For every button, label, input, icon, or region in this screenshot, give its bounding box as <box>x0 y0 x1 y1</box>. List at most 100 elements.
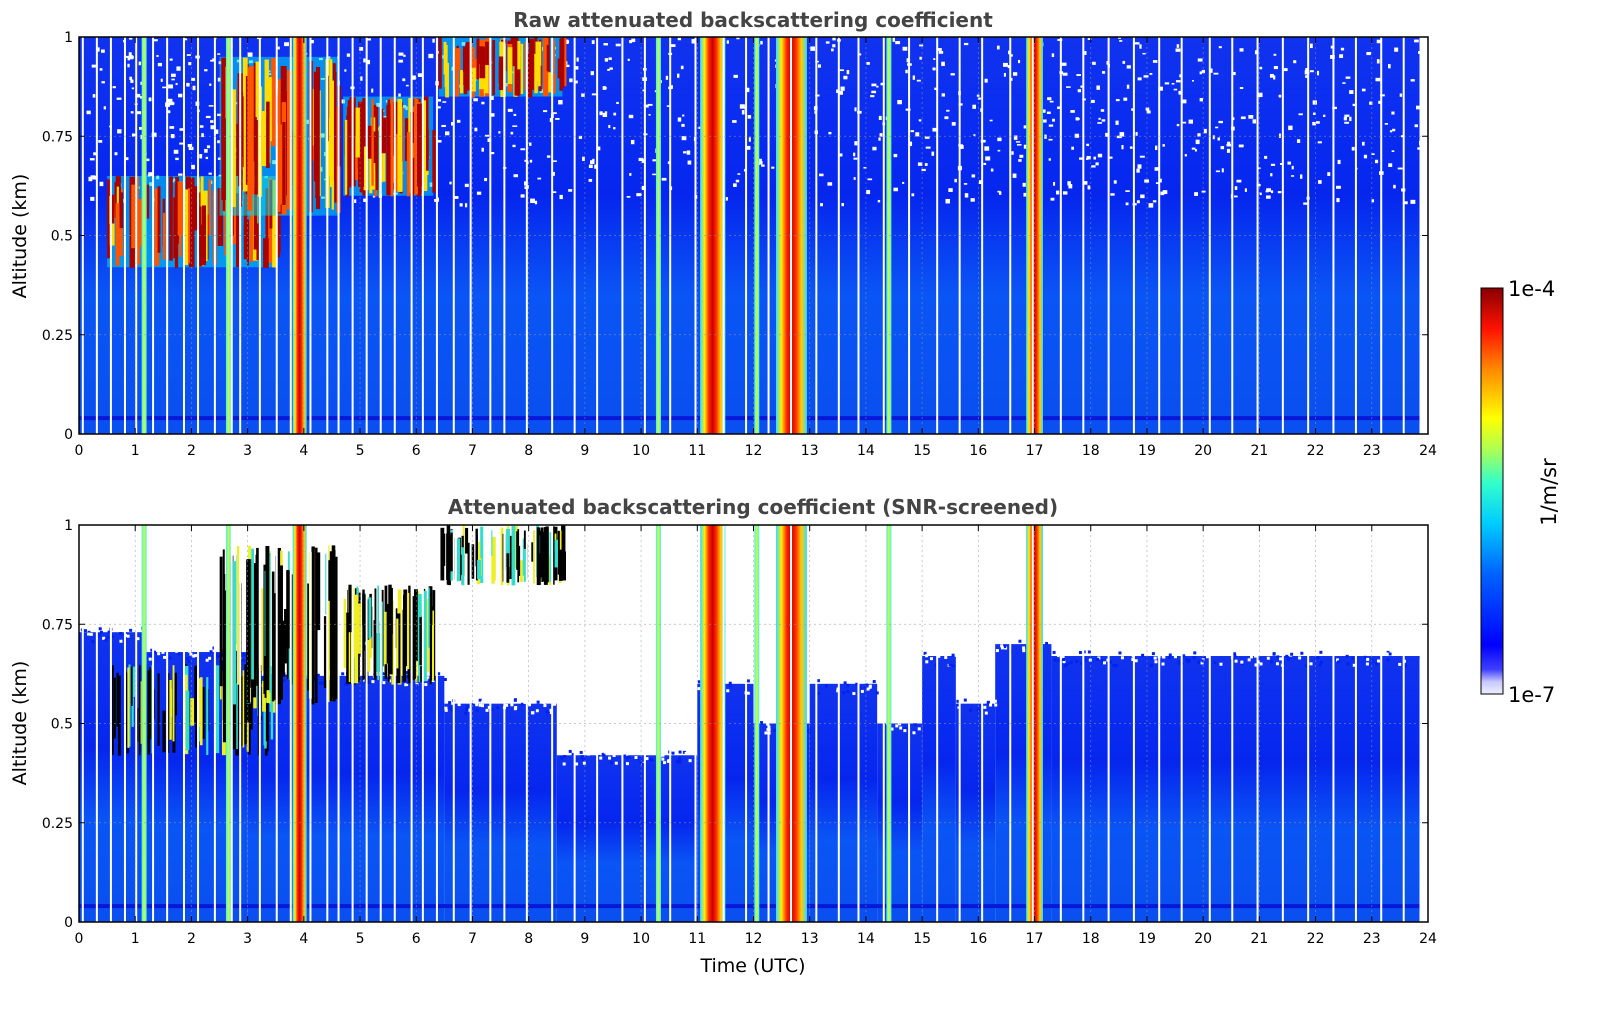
edge-pixel <box>1385 652 1389 656</box>
noise-gap <box>175 157 179 161</box>
noise-gap <box>924 163 928 166</box>
noise-gap <box>998 191 1002 195</box>
noise-gap <box>760 40 763 45</box>
noise-gap <box>1259 192 1262 196</box>
noise-gap <box>1042 109 1046 113</box>
data-gap <box>1082 37 1085 434</box>
data-gap <box>365 525 368 922</box>
data-gap <box>936 37 939 434</box>
edge-pixel <box>284 674 288 678</box>
noise-gap <box>1327 172 1331 176</box>
noise-gap <box>112 86 116 89</box>
noise-gap <box>677 37 682 41</box>
noise-gap <box>1101 119 1106 122</box>
noise-gap <box>363 198 368 202</box>
noise-gap <box>944 116 949 120</box>
noise-gap <box>761 164 765 167</box>
edge-pixel <box>83 629 87 633</box>
noise-gap <box>507 108 513 112</box>
edge-pixel <box>1161 654 1165 658</box>
edge-pixel <box>671 751 675 755</box>
noise-gap <box>1240 116 1246 120</box>
noise-gap <box>1162 190 1168 195</box>
data-gap <box>275 37 278 434</box>
noise-gap <box>919 44 924 47</box>
x-tick-label: 11 <box>688 931 706 947</box>
edge-pixel <box>1249 655 1253 659</box>
data-gap <box>1256 37 1259 434</box>
noise-gap <box>1049 100 1054 103</box>
noise-gap <box>199 154 203 159</box>
data-gap <box>1307 525 1310 922</box>
data-gap <box>525 525 528 922</box>
noise-gap <box>1139 155 1145 158</box>
edge-pixel <box>1069 661 1073 665</box>
noise-gap <box>918 119 922 122</box>
noise-gap <box>1340 47 1345 51</box>
edge-pixel <box>192 654 196 658</box>
noise-gap <box>832 37 836 41</box>
noise-gap <box>1050 197 1055 201</box>
noise-gap <box>1137 164 1142 169</box>
noise-gap <box>167 98 173 103</box>
edge-pixel <box>1272 650 1276 654</box>
noise-gap <box>1085 158 1089 160</box>
edge-pixel <box>989 703 993 707</box>
screened-cloud <box>343 584 436 685</box>
noise-gap <box>1332 106 1337 110</box>
noise-gap <box>1079 157 1084 160</box>
edge-pixel <box>543 704 547 708</box>
edge-pixel <box>215 655 219 659</box>
noise-gap <box>726 40 729 44</box>
noise-gap <box>170 134 175 139</box>
data-gap <box>351 525 354 922</box>
edge-pixel <box>1325 652 1329 656</box>
noise-gap <box>130 79 134 83</box>
x-tick-label: 6 <box>412 931 421 947</box>
noise-gap <box>841 203 844 207</box>
noise-gap <box>138 61 142 66</box>
noise-gap <box>128 37 133 40</box>
edge-pixel <box>1080 661 1084 665</box>
x-tick-label: 0 <box>75 931 84 947</box>
noise-gap <box>166 110 171 114</box>
noise-gap <box>691 39 695 44</box>
y-tick-label: 0.5 <box>51 229 73 245</box>
noise-gap <box>144 158 150 162</box>
edge-pixel <box>209 650 213 654</box>
noise-gap <box>1259 66 1263 70</box>
noise-gap <box>746 87 750 93</box>
noise-gap <box>607 68 610 71</box>
noise-gap <box>212 58 215 61</box>
x-tick-label: 13 <box>801 443 819 459</box>
noise-gap <box>1315 121 1320 124</box>
noise-gap <box>574 66 579 70</box>
edge-pixel <box>913 723 917 727</box>
noise-gap <box>490 152 495 155</box>
edge-pixel <box>148 657 152 661</box>
noise-gap <box>878 137 881 141</box>
edge-pixel <box>157 652 161 656</box>
noise-gap <box>1044 134 1047 139</box>
noise-gap <box>1218 120 1223 124</box>
bright-streak <box>655 37 661 434</box>
noise-gap <box>1288 125 1293 131</box>
noise-gap <box>1393 184 1396 189</box>
noise-gap <box>1149 73 1153 75</box>
noise-gap <box>537 177 542 180</box>
edge-pixel <box>1363 655 1367 659</box>
edge-pixel <box>1120 656 1124 660</box>
noise-gap <box>1123 97 1128 101</box>
noise-gap <box>217 140 221 144</box>
noise-gap <box>1011 151 1014 155</box>
edge-pixel <box>622 761 626 765</box>
noise-gap <box>771 166 775 169</box>
noise-gap <box>178 93 183 98</box>
noise-gap <box>1109 156 1113 159</box>
noise-gap <box>101 81 105 84</box>
noise-gap <box>638 157 644 162</box>
noise-gap <box>277 46 280 50</box>
noise-gap <box>1016 144 1022 146</box>
noise-gap <box>1144 179 1150 183</box>
noise-gap <box>1197 133 1201 137</box>
